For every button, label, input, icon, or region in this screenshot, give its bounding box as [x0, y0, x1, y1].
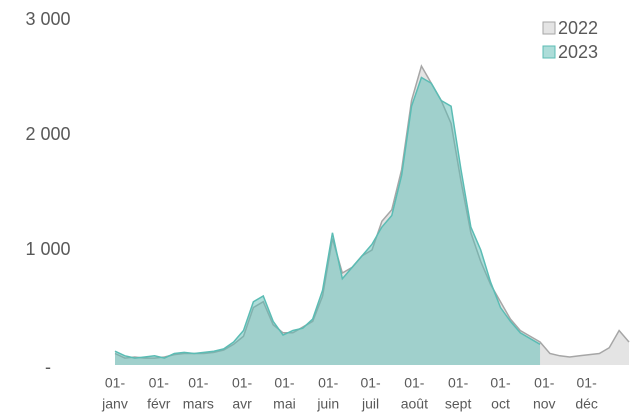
x-tick-label: 01- [232, 375, 253, 391]
x-tick-label: 01- [577, 375, 598, 391]
x-tick-label: 01- [274, 375, 295, 391]
legend-label: 2022 [558, 18, 598, 38]
legend-swatch [542, 45, 556, 59]
x-tick-label: août [401, 396, 428, 412]
x-tick-label: févr [147, 396, 171, 412]
area [115, 77, 541, 365]
legend-swatch [542, 21, 556, 35]
x-tick-label: 01- [404, 375, 425, 391]
x-tick-label: 01- [105, 375, 126, 391]
x-tick-label: juin [316, 396, 339, 412]
line [114, 76, 541, 359]
x-tick-label: 01- [490, 375, 511, 391]
x-tick-label: nov [533, 396, 556, 412]
x-tick-label: juil [361, 396, 379, 412]
x-tick-label: 01- [318, 375, 339, 391]
y-tick-label: 1 000 [25, 239, 70, 259]
x-tick-label: déc [575, 396, 598, 412]
y-tick-label: - [45, 357, 51, 377]
y-tick-label: 3 000 [25, 9, 70, 29]
y-tick-label: 2 000 [25, 124, 70, 144]
x-tick-label: 01- [360, 375, 381, 391]
x-tick-label: avr [232, 396, 252, 412]
x-tick-label: 01- [448, 375, 469, 391]
x-tick-label: mars [183, 396, 214, 412]
x-tick-label: mai [273, 396, 296, 412]
x-tick-label: janv [101, 396, 128, 412]
x-tick-label: 01- [534, 375, 555, 391]
x-tick-label: oct [491, 396, 510, 412]
legend-label: 2023 [558, 42, 598, 62]
x-tick-label: sept [445, 396, 472, 412]
x-tick-label: 01- [149, 375, 170, 391]
x-tick-label: 01- [188, 375, 209, 391]
